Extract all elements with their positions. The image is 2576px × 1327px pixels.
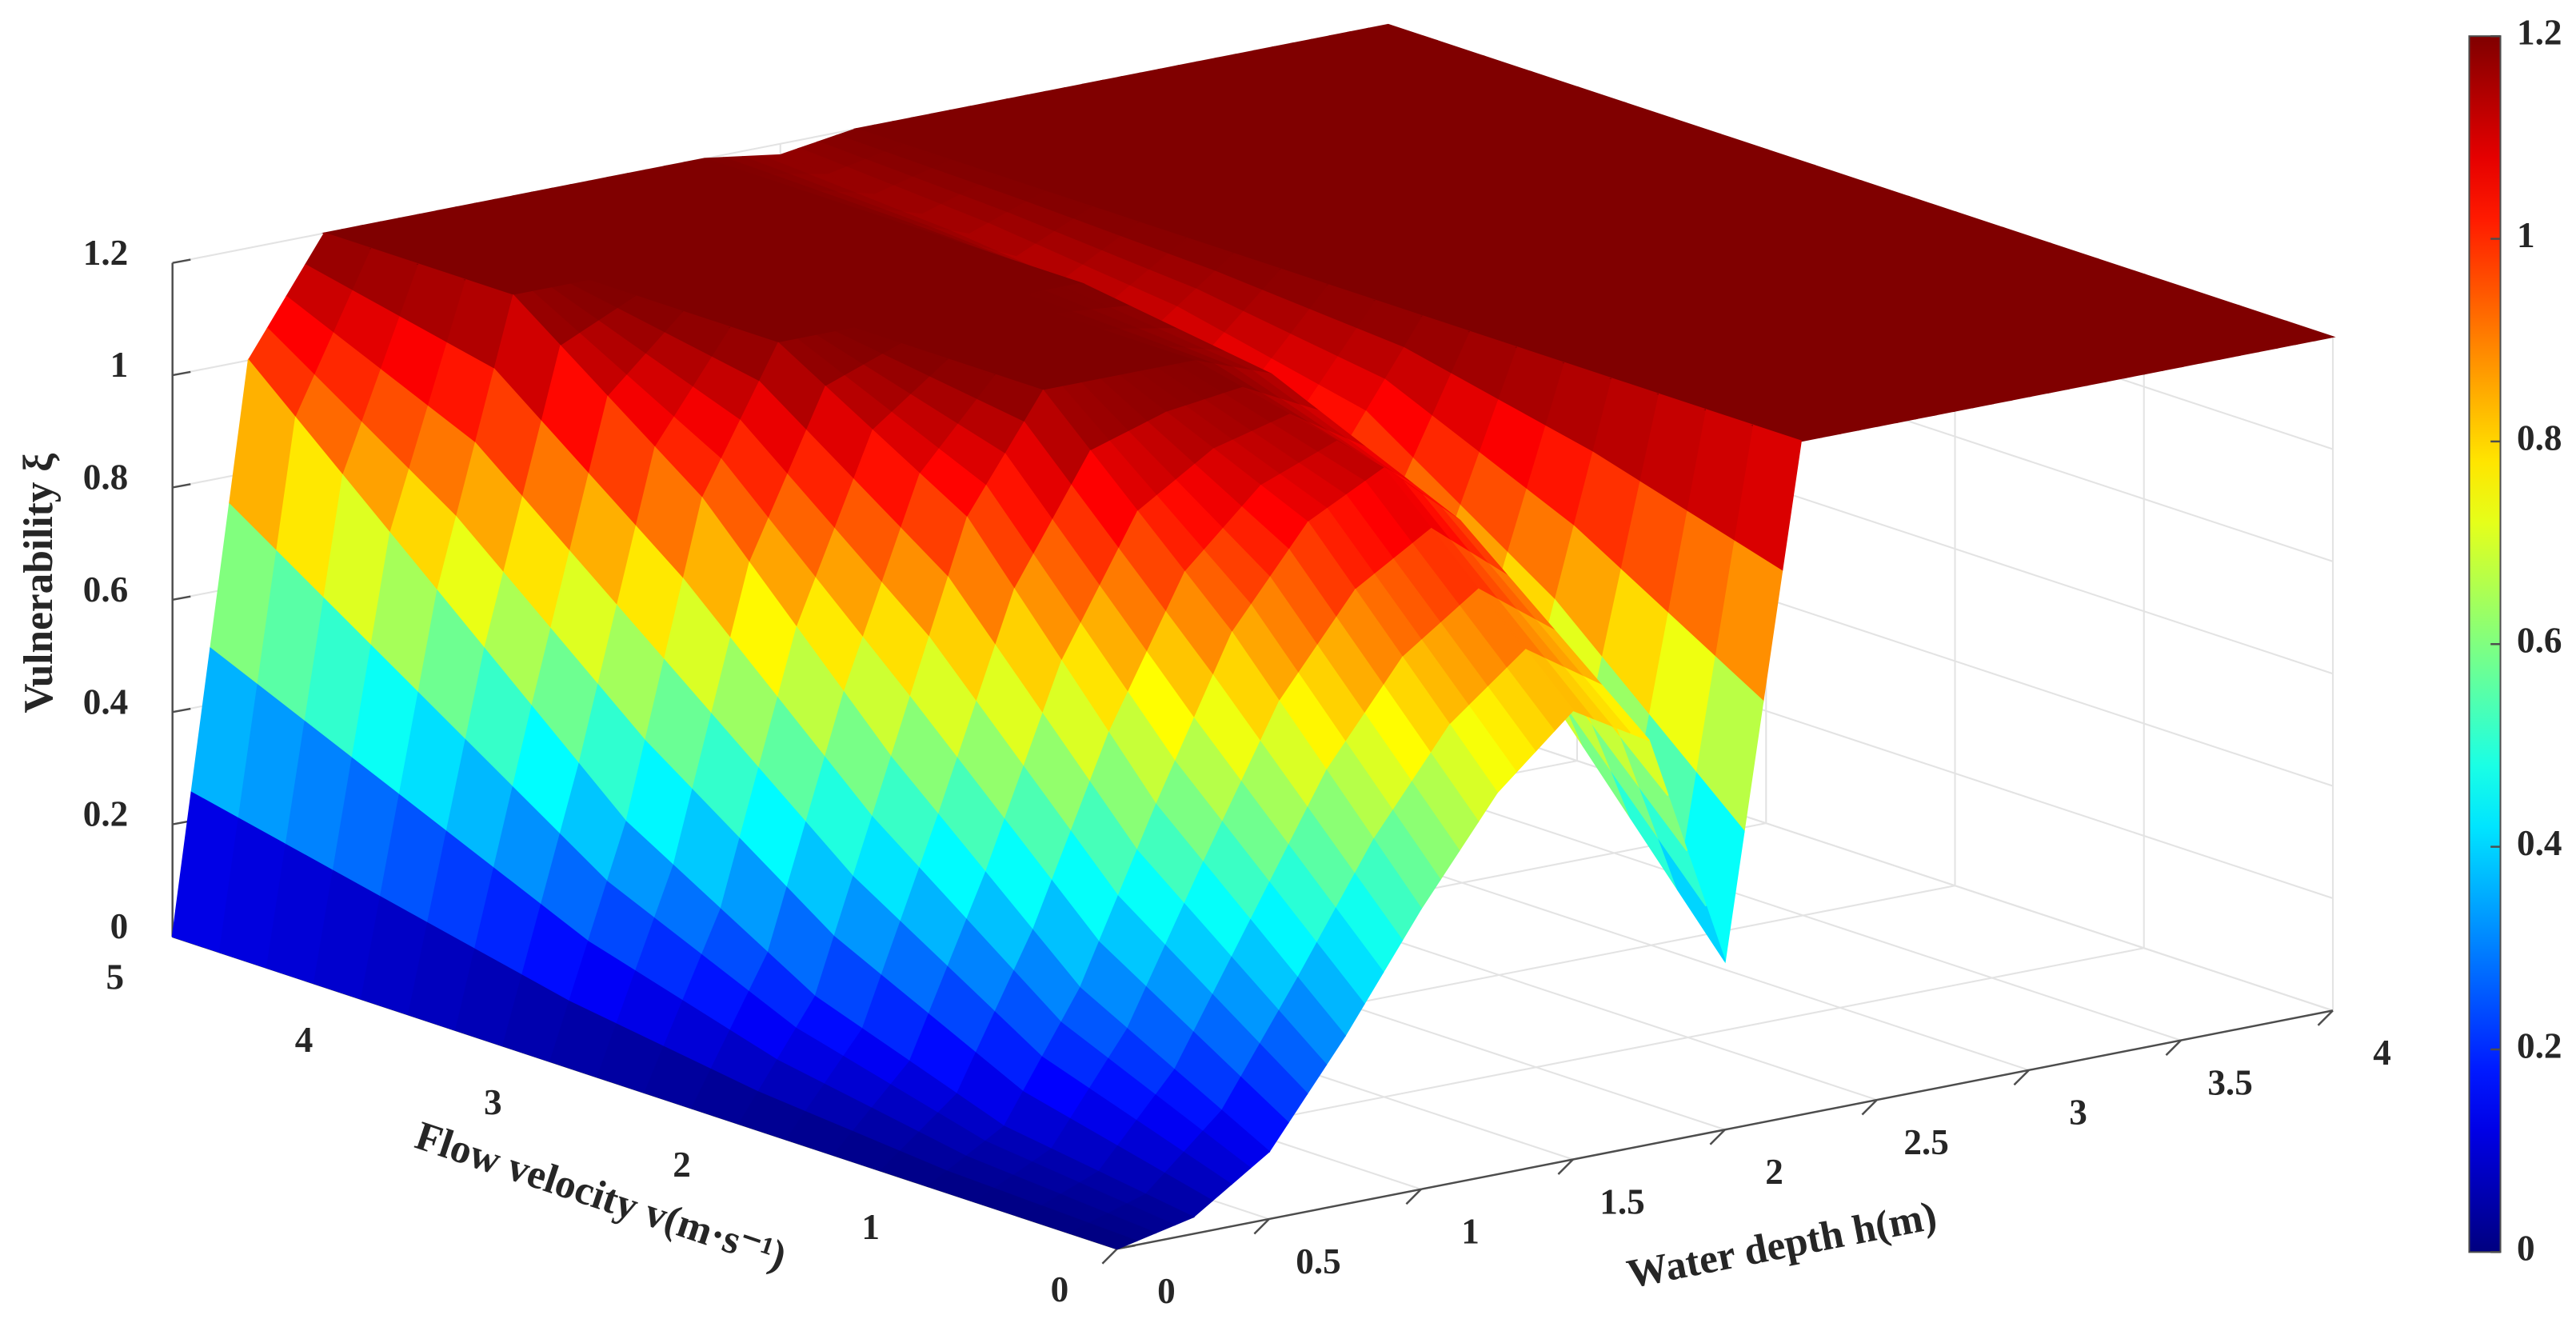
colorbar-tick-label: 0.6	[2517, 621, 2562, 661]
z-tick-label: 0.6	[83, 570, 128, 610]
z-tick	[172, 595, 191, 602]
x-tick	[1709, 1129, 1726, 1145]
z-axis-label: Vulnerability ξ	[16, 454, 62, 713]
y-tick-label: 2	[673, 1145, 691, 1185]
labels: 0 0.5 1 1.5 2 2.5 3 3.5 4 0 1 2 3 4 5 0 0.2 0.4 0.6 0.8 1 1.2	[83, 233, 2391, 1311]
x-tick	[2013, 1069, 2030, 1086]
z-tick	[172, 483, 191, 489]
colorbar-tick-label: 1.2	[2517, 13, 2562, 53]
surface-patch	[1068, 1222, 1139, 1250]
colorbar-tick-label: 0.8	[2517, 418, 2562, 458]
x-tick-label: 1.5	[1600, 1181, 1644, 1221]
grid-line	[1388, 697, 2334, 1012]
y-tick-label: 4	[295, 1020, 314, 1060]
x-tick	[2317, 1009, 2334, 1026]
x-tick-label: 4	[2373, 1033, 2391, 1073]
z-tick	[172, 258, 191, 264]
x-tick-label: 2	[1765, 1152, 1783, 1192]
y-tick-label: 0	[1051, 1269, 1069, 1309]
z-tick-label: 0.4	[83, 681, 128, 721]
x-tick	[1861, 1099, 1878, 1116]
x-tick-label: 1	[1461, 1212, 1480, 1252]
y-tick-label: 5	[106, 957, 124, 997]
y-axis-label: Flow velocity v(m·s⁻¹)	[410, 1113, 793, 1279]
colorbar-tick-label: 0	[2517, 1229, 2535, 1269]
x-tick	[1405, 1188, 1422, 1205]
surface	[171, 23, 2336, 1250]
x-tick	[1557, 1158, 1574, 1175]
z-tick-label: 1	[110, 345, 129, 385]
y-tick-label: 3	[484, 1082, 502, 1122]
z-tick-label: 0.2	[83, 794, 128, 834]
z-tick	[172, 370, 191, 377]
x-tick	[1253, 1218, 1270, 1235]
colorbar-tick-label: 0.4	[2517, 823, 2562, 863]
z-tick	[172, 707, 191, 713]
x-tick-label: 0.5	[1296, 1241, 1340, 1281]
x-axis-label: Water depth h(m)	[1623, 1193, 1940, 1297]
x-tick-label: 3	[2069, 1093, 2087, 1133]
x-tick-label: 3.5	[2207, 1062, 2252, 1102]
colorbar-tick-label: 0.2	[2517, 1025, 2562, 1065]
colorbar-tick-label: 1	[2517, 215, 2535, 255]
y-tick-label: 1	[861, 1207, 880, 1247]
x-tick-label: 2.5	[1903, 1122, 1948, 1162]
z-tick-label: 1.2	[83, 233, 128, 273]
x-tick-label: 0	[1157, 1271, 1176, 1311]
z-tick-label: 0.8	[83, 458, 128, 498]
x-tick	[2165, 1039, 2182, 1056]
x-tick	[1101, 1248, 1118, 1265]
z-tick-label: 0	[110, 906, 129, 946]
